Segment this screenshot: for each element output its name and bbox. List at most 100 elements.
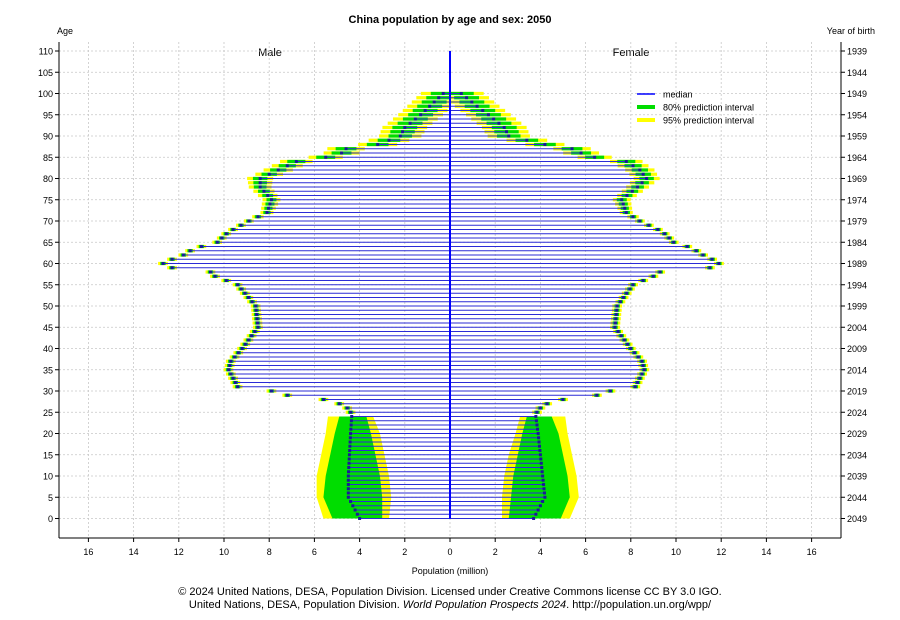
female-median-point <box>540 470 544 474</box>
male-side-label: Male <box>258 47 282 59</box>
female-median-point <box>656 228 660 231</box>
age-tick-label: 95 <box>43 110 53 120</box>
male-median-point <box>266 194 270 197</box>
male-median-point <box>419 113 423 117</box>
male-median-point <box>229 359 233 363</box>
male-median-point <box>398 134 402 138</box>
male-median-point <box>240 347 244 350</box>
male-median-point <box>188 249 192 253</box>
male-median-point <box>246 296 250 299</box>
male-median-point <box>345 406 349 410</box>
male-median-point <box>294 160 298 163</box>
female-median-point <box>541 500 545 503</box>
male-median-point <box>236 385 240 389</box>
female-median-point <box>492 117 496 121</box>
age-tick-label: 30 <box>43 387 53 397</box>
birth-year-tick-label: 2049 <box>847 514 867 524</box>
x-tick-label: 2 <box>493 547 498 557</box>
female-median-point <box>647 223 651 227</box>
male-median-point <box>256 215 260 219</box>
age-tick-label: 25 <box>43 408 53 418</box>
male-median-point <box>432 100 436 104</box>
birth-year-tick-label: 1974 <box>847 195 867 205</box>
male-median-point <box>246 338 250 342</box>
age-tick-label: 0 <box>48 514 53 524</box>
birth-year-tick-label: 1999 <box>847 302 867 312</box>
female-median-point <box>624 211 628 214</box>
x-tick-label: 14 <box>761 547 771 557</box>
female-median-point <box>540 466 544 469</box>
male-median-point <box>347 457 351 461</box>
credit-suffix: . http://population.un.org/wpp/ <box>566 599 712 611</box>
female-median-point <box>536 427 540 431</box>
female-median-point <box>663 232 667 236</box>
age-tick-label: 90 <box>43 132 53 142</box>
age-tick-label: 70 <box>43 217 53 227</box>
male-median-point <box>236 351 240 355</box>
female-median-point <box>542 487 546 491</box>
male-median-point <box>266 206 270 210</box>
female-median-point <box>459 92 463 95</box>
age-tick-label: 20 <box>43 429 53 439</box>
female-median-point <box>645 177 649 180</box>
male-median-point <box>347 453 351 457</box>
female-median-point <box>613 321 617 325</box>
female-median-point <box>539 461 543 465</box>
female-median-point <box>539 457 543 461</box>
birth-year-tick-label: 2039 <box>847 472 867 482</box>
birth-year-tick-label: 2024 <box>847 408 867 418</box>
x-axis-label: Population (million) <box>412 566 489 576</box>
female-median-point <box>536 508 540 512</box>
female-median-point <box>633 351 637 355</box>
female-median-point <box>534 415 538 418</box>
age-tick-label: 105 <box>38 68 53 78</box>
male-median-point <box>349 500 353 503</box>
x-tick-label: 4 <box>357 547 362 557</box>
x-tick-label: 8 <box>267 547 272 557</box>
female-median-point <box>538 504 542 508</box>
female-median-point <box>708 266 712 270</box>
female-median-point <box>542 483 546 486</box>
age-tick-label: 80 <box>43 174 53 184</box>
female-median-point <box>623 206 627 210</box>
male-median-point <box>258 177 262 180</box>
female-median-point <box>534 419 538 423</box>
credit-line-2: United Nations, DESA, Population Divisio… <box>0 599 900 611</box>
birth-year-tick-label: 1939 <box>847 47 867 57</box>
age-tick-label: 75 <box>43 195 53 205</box>
male-median-point <box>348 436 352 440</box>
birth-year-tick-label: 1964 <box>847 153 867 163</box>
age-tick-label: 5 <box>48 493 53 503</box>
male-median-point <box>346 491 350 495</box>
female-median-point <box>507 134 511 138</box>
female-median-point <box>505 130 508 134</box>
male-median-point <box>349 427 353 431</box>
female-median-point <box>541 478 545 482</box>
male-median-point <box>269 389 273 393</box>
male-median-point <box>358 517 362 520</box>
female-median-point <box>640 359 644 363</box>
male-median-point <box>347 466 351 469</box>
female-median-point <box>615 308 619 312</box>
female-median-point <box>641 172 645 176</box>
female-median-point <box>672 240 676 244</box>
birth-year-tick-label: 2004 <box>847 323 867 333</box>
female-median-point <box>640 181 644 185</box>
male-median-point <box>346 487 350 491</box>
female-median-point <box>717 262 721 265</box>
male-median-point <box>255 321 259 325</box>
male-median-point <box>231 376 235 380</box>
male-median-point <box>228 364 232 367</box>
male-median-point <box>255 313 259 316</box>
male-median-point <box>321 398 325 401</box>
male-median-point <box>254 304 258 308</box>
legend-label: 80% prediction interval <box>663 103 754 113</box>
male-median-point <box>224 279 228 282</box>
male-median-point <box>258 181 262 185</box>
female-median-point <box>651 274 655 278</box>
male-median-point <box>285 393 289 397</box>
male-median-point <box>346 474 350 478</box>
male-median-point <box>243 342 247 346</box>
male-median-point <box>256 325 260 329</box>
chart-title: China population by age and sex: 2050 <box>349 14 552 26</box>
